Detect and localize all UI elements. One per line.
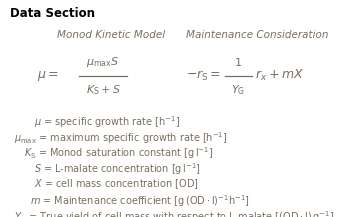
Text: $r_x + mX$: $r_x + mX$ bbox=[255, 68, 304, 84]
Text: Data Section: Data Section bbox=[10, 7, 95, 20]
Text: $X$ = cell mass concentration $[\mathrm{OD}]$: $X$ = cell mass concentration $[\mathrm{… bbox=[34, 177, 198, 191]
Text: $m$ = Maintenance coefficient $[\mathrm{g\,(OD \cdot l)^{-1}h^{-1}}]$: $m$ = Maintenance coefficient $[\mathrm{… bbox=[30, 193, 250, 209]
Text: $Y_\mathrm{G}$ = True yield of cell mass with respect to L-malate $[(\mathrm{OD : $Y_\mathrm{G}$ = True yield of cell mass… bbox=[14, 209, 334, 217]
Text: Maintenance Consideration: Maintenance Consideration bbox=[186, 30, 328, 40]
Text: $-r_\mathrm{S} =$: $-r_\mathrm{S} =$ bbox=[186, 69, 221, 83]
Text: $\mu_{\mathrm{max}}$ = maximum specific growth rate $[\mathrm{h}^{-1}]$: $\mu_{\mathrm{max}}$ = maximum specific … bbox=[14, 130, 227, 146]
Text: $\mu$ = specific growth rate $[\mathrm{h}^{-1}]$: $\mu$ = specific growth rate $[\mathrm{h… bbox=[34, 114, 180, 130]
Text: Monod Kinetic Model: Monod Kinetic Model bbox=[57, 30, 166, 40]
Text: $Y_\mathrm{G}$: $Y_\mathrm{G}$ bbox=[231, 83, 245, 97]
Text: $1$: $1$ bbox=[234, 56, 242, 68]
Text: $S$ = L-malate concentration $[\mathrm{g\,l}^{-1}]$: $S$ = L-malate concentration $[\mathrm{g… bbox=[34, 161, 201, 177]
Text: $\mu_{\mathrm{max}}S$: $\mu_{\mathrm{max}}S$ bbox=[87, 55, 120, 69]
Text: $K_\mathrm{S}$ = Monod saturation constant $[\mathrm{g\,l}^{-1}]$: $K_\mathrm{S}$ = Monod saturation consta… bbox=[24, 146, 213, 161]
Text: $K_\mathrm{S} + S$: $K_\mathrm{S} + S$ bbox=[86, 83, 121, 97]
Text: $\mu =$: $\mu =$ bbox=[37, 69, 59, 83]
